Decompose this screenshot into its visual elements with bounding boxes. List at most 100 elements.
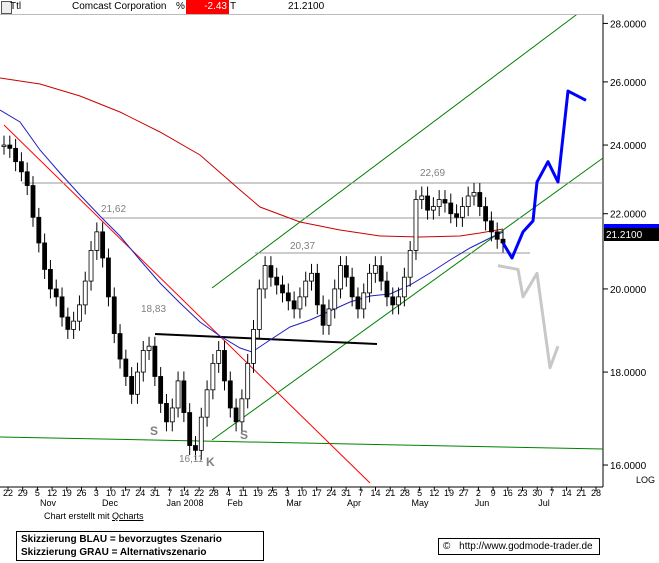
candle-body bbox=[291, 300, 297, 310]
candle-body bbox=[303, 280, 309, 298]
candle-body bbox=[419, 195, 425, 200]
credit-brand[interactable]: Qcharts bbox=[112, 511, 144, 521]
x-day-label: 7 bbox=[549, 488, 554, 498]
candle-body bbox=[227, 380, 233, 409]
price-annotation: 16,11 bbox=[179, 454, 204, 465]
legend-line-gray: Skizzierung GRAU = Alternativszenario bbox=[21, 547, 207, 558]
x-month-label: Dec bbox=[102, 498, 119, 508]
source-url[interactable]: http://www.godmode-trader.de bbox=[459, 541, 593, 552]
candle-body bbox=[338, 265, 343, 290]
x-day-label: 19 bbox=[253, 488, 263, 498]
candle-body bbox=[245, 362, 251, 400]
candle-body bbox=[193, 445, 198, 451]
candle-body bbox=[175, 380, 181, 409]
candle-body bbox=[494, 231, 500, 240]
x-day-label: 22 bbox=[194, 488, 204, 498]
pattern-letter: S bbox=[240, 428, 248, 442]
x-month-label: Mar bbox=[286, 498, 302, 508]
candle-body bbox=[88, 250, 94, 282]
candle-body bbox=[123, 358, 129, 377]
long-support-line bbox=[0, 436, 604, 450]
candle-body bbox=[256, 288, 262, 330]
x-day-label: 10 bbox=[106, 488, 116, 498]
candle-body bbox=[181, 380, 187, 413]
candle-body bbox=[471, 192, 477, 197]
candle-body bbox=[169, 407, 175, 423]
candle-body bbox=[129, 376, 135, 395]
source-box: © http://www.godmode-trader.de bbox=[438, 538, 600, 555]
pattern-letter: K bbox=[206, 455, 215, 469]
candle-body bbox=[42, 242, 48, 270]
x-day-label: 9 bbox=[491, 488, 496, 498]
candle-body bbox=[407, 250, 413, 278]
candle-body bbox=[233, 407, 239, 423]
credit-prefix: Chart erstellt mit bbox=[44, 511, 113, 521]
y-tick-label: 24.0000 bbox=[610, 141, 647, 152]
candle-body bbox=[442, 199, 448, 204]
candle-body bbox=[164, 402, 169, 423]
candle-body bbox=[343, 265, 349, 278]
candle-body bbox=[152, 345, 158, 377]
candle-body bbox=[309, 272, 314, 282]
pattern-letter: S bbox=[150, 424, 158, 438]
y-axis: 16.0000 18.0000 20.0000 22.0000 24.0000 26.00… bbox=[603, 19, 647, 472]
x-day-label: 3 bbox=[94, 488, 99, 498]
candle-body bbox=[274, 276, 280, 286]
lower-channel-line bbox=[211, 157, 604, 441]
x-day-label: 24 bbox=[326, 488, 336, 498]
chart-credit: Chart erstellt mit Qcharts bbox=[44, 511, 144, 521]
x-day-label: 21 bbox=[576, 488, 586, 498]
x-day-label: 14 bbox=[370, 488, 380, 498]
candle-body bbox=[459, 206, 465, 218]
candle-body bbox=[401, 276, 407, 298]
candle-body bbox=[297, 296, 303, 310]
neckline bbox=[154, 333, 378, 345]
x-day-label: 7 bbox=[358, 488, 363, 498]
candle-body bbox=[53, 288, 59, 298]
candle-body bbox=[390, 296, 396, 306]
x-day-label: 2 bbox=[476, 488, 481, 498]
candle-body bbox=[239, 398, 245, 423]
scenario-legend: Skizzierung BLAU = bevorzugtes Szenario … bbox=[16, 531, 264, 561]
candle-body bbox=[488, 220, 494, 233]
scenario-blau-path bbox=[501, 89, 587, 260]
candle-body bbox=[465, 195, 471, 207]
candle-body bbox=[268, 265, 274, 278]
price-series bbox=[1, 135, 506, 460]
price-annotation: 20,37 bbox=[290, 241, 315, 252]
candle-body bbox=[396, 296, 401, 306]
candle-body bbox=[332, 288, 338, 310]
x-day-label: 5 bbox=[417, 488, 422, 498]
x-day-label: 31 bbox=[150, 488, 160, 498]
x-day-label: 24 bbox=[135, 488, 145, 498]
x-day-label: 28 bbox=[591, 488, 601, 498]
x-day-label: 4 bbox=[226, 488, 231, 498]
upper-channel-line bbox=[211, 2, 593, 289]
candle-body bbox=[355, 296, 361, 310]
last-price: 21.2100 bbox=[288, 1, 325, 12]
x-month-label: May bbox=[411, 498, 429, 508]
candle-body bbox=[285, 292, 291, 302]
x-day-label: 14 bbox=[562, 488, 572, 498]
candle-body bbox=[280, 284, 285, 294]
x-day-label: 28 bbox=[400, 488, 410, 498]
candle-body bbox=[361, 292, 367, 310]
current-price-marker: 21.2100 bbox=[604, 224, 659, 241]
ticker-box: Ttl bbox=[10, 1, 22, 12]
scenario-grau-path bbox=[497, 264, 560, 370]
chart-annotations: 21,62 18,83 20,37 22,69 16,11 S K S bbox=[101, 168, 445, 469]
x-day-label: 7 bbox=[167, 488, 172, 498]
price-annotation: 22,69 bbox=[420, 168, 445, 179]
x-day-label: 31 bbox=[341, 488, 351, 498]
candle-body bbox=[146, 345, 152, 351]
x-day-label: 16 bbox=[503, 488, 513, 498]
candle-body bbox=[77, 304, 82, 322]
x-day-label: 26 bbox=[76, 488, 86, 498]
x-month-label: Feb bbox=[227, 498, 243, 508]
candle-body bbox=[384, 280, 390, 298]
x-day-label: 3 bbox=[285, 488, 290, 498]
candle-body bbox=[425, 195, 430, 211]
x-day-label: 22 bbox=[3, 488, 13, 498]
log-scale-label: LOG bbox=[636, 475, 655, 485]
